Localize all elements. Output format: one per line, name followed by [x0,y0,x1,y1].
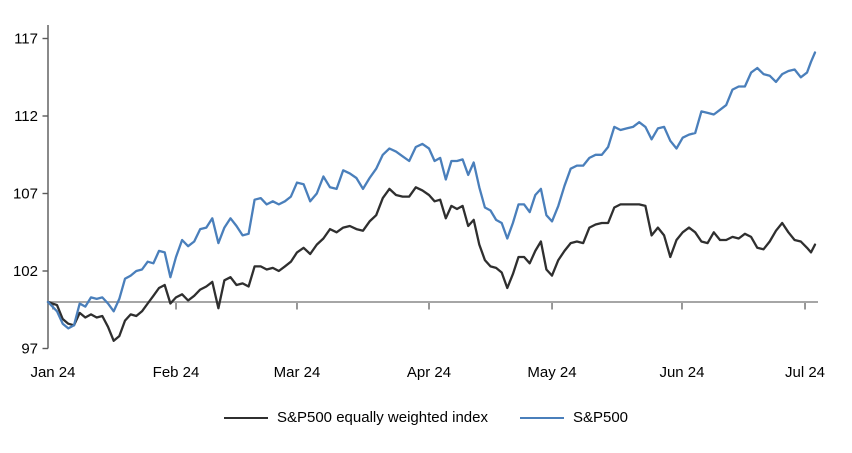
y-tick-label: 102 [13,263,38,280]
x-tick-label: Apr 24 [407,364,451,381]
x-tick-label: Feb 24 [153,364,200,381]
series-line-sp500 [46,51,817,330]
x-tick-label: Jan 24 [30,364,75,381]
x-tick-label: Jun 24 [659,364,704,381]
y-tick-label: 117 [14,31,38,48]
series-line-equal-weighted [46,186,817,342]
legend-item-equal-weighted-index: S&P500 equally weighted index [223,408,488,428]
line-chart-plot: Jan 24 Feb 24 Mar 24 Apr 24 May 24 Jun 24 Jul … [13,25,825,381]
x-tick-label: Mar 24 [274,364,321,381]
x-tick-label: Jul 24 [785,364,825,381]
legend-label-equal-weighted: S&P500 equally weighted index [276,409,488,426]
legend-label-sp500: S&P500 [572,409,629,426]
legend-line-sample-equal-weighted [223,417,268,419]
y-tick-label: 97 [21,341,38,358]
y-tick-label: 107 [13,186,38,203]
chart-legend: S&P500 equally weighted index S&P500 [0,408,852,428]
y-tick-label: 112 [14,108,38,125]
x-tick-label: May 24 [527,364,576,381]
legend-line-sample-sp500 [519,417,564,419]
legend-item-sp500: S&P500 [519,408,629,428]
